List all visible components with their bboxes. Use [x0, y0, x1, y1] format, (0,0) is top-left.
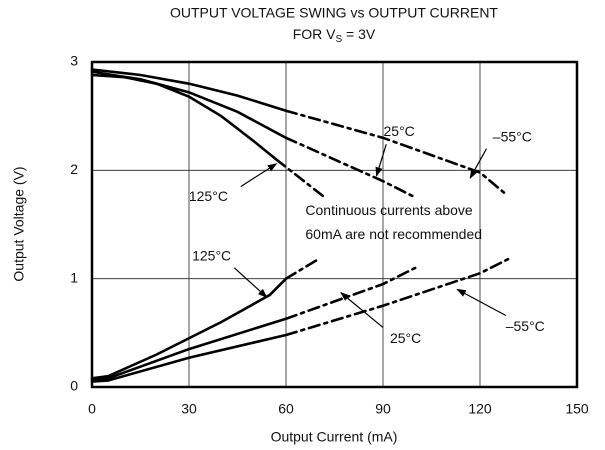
curve-dashed	[284, 136, 417, 199]
curve-solid	[90, 333, 288, 383]
annotation: 60mA are not recommended	[305, 226, 482, 242]
y-tick-label: 0	[70, 378, 78, 394]
annotation-arrow	[233, 267, 268, 298]
annotation-arrow	[240, 163, 278, 188]
curve-solid	[90, 73, 278, 161]
subtitle-subscript: S	[336, 34, 343, 45]
curve-dashed	[284, 109, 508, 196]
annotation: 125°C	[192, 248, 231, 264]
x-tick-label: 120	[468, 401, 492, 417]
annotation: 25°C	[390, 330, 421, 346]
curve-dashed	[284, 266, 417, 321]
curve-solid	[90, 317, 288, 381]
annotation: 125°C	[189, 188, 228, 204]
annotation: 25°C	[384, 123, 415, 139]
curve-solid	[90, 68, 288, 113]
annotation-arrow	[375, 144, 387, 177]
chart-subtitle: FOR VS = 3V	[293, 26, 376, 45]
y-tick-label: 3	[70, 53, 78, 69]
x-tick-label: 150	[565, 401, 589, 417]
annotation-arrow	[456, 288, 507, 317]
annotation-arrow	[340, 291, 384, 328]
plot-frame	[90, 60, 579, 389]
curve-solid	[90, 277, 288, 380]
annotation: Continuous currents above	[305, 202, 473, 218]
x-tick-label: 60	[278, 401, 294, 417]
subtitle-part: = 3V	[342, 26, 376, 42]
curve-dashed	[284, 257, 320, 280]
x-axis-label: Output Current (mA)	[271, 429, 398, 445]
curve-dashed	[275, 158, 327, 199]
y-axis-label: Output Voltage (V)	[11, 166, 27, 281]
subtitle-part: FOR V	[293, 26, 336, 42]
curve-dashed	[284, 255, 514, 337]
annotation: –55°C	[506, 318, 545, 334]
y-tick-label: 1	[70, 269, 78, 285]
x-tick-label: 0	[88, 401, 96, 417]
y-tick-label: 2	[70, 161, 78, 177]
chart-title: OUTPUT VOLTAGE SWING vs OUTPUT CURRENT	[170, 5, 498, 21]
x-tick-label: 90	[375, 401, 391, 417]
x-tick-label: 30	[181, 401, 197, 417]
annotation: –55°C	[493, 129, 532, 145]
annotation-arrow	[469, 148, 487, 179]
